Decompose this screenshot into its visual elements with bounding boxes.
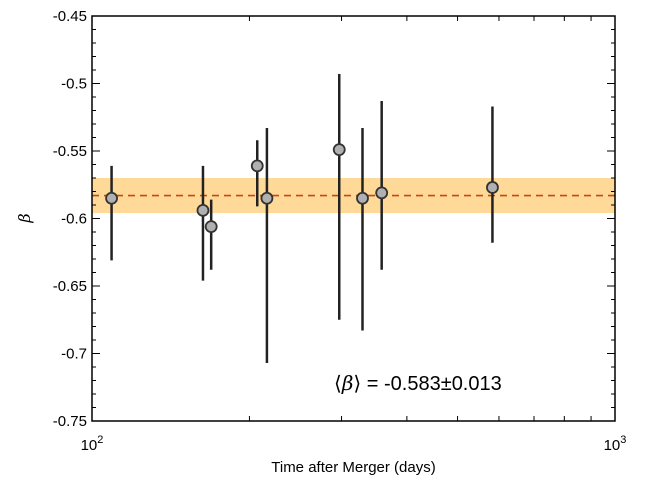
y-tick-label-7: -0.75 [53,413,87,430]
annotation-pm: ± [441,373,452,395]
x-tick-base-2: 10 [604,437,621,454]
plot-area-frame [91,15,616,422]
y-axis-label: β [15,213,34,223]
x-tick-exponent-1: 2 [97,434,103,446]
annotation-mean: = -0.583 [361,373,441,395]
mean-annotation: ⟨β⟩ = -0.583±0.013 [334,371,502,395]
data-point-4 [250,159,264,173]
annotation-right-bracket: ⟩ [353,373,361,395]
data-point-5 [260,191,274,205]
y-tick-label-3: -0.55 [53,143,87,160]
y-tick-label-2: -0.5 [61,76,87,93]
annotation-error: 0.013 [452,373,502,395]
ticks-layer [92,15,615,422]
x-tick-label-1: 102 [81,434,104,454]
data-point-2 [196,203,210,217]
errorbar-layer [110,74,494,363]
y-tick-label-6: -0.7 [61,346,87,363]
data-point-8 [375,186,389,200]
data-point-3 [204,220,218,234]
x-tick-label-2: 103 [604,434,627,454]
y-tick-label-1: -0.45 [53,8,87,25]
data-point-7 [356,191,369,205]
annotation-beta: β [341,371,354,395]
data-point-9 [486,181,499,194]
x-tick-labels: 102 103 [81,434,627,454]
annotation-left-bracket: ⟨ [334,373,342,395]
x-tick-base-1: 10 [81,437,98,454]
data-point-6 [332,143,346,157]
x-tick-exponent-2: 3 [620,434,626,446]
points-layer [105,143,499,234]
data-point-1 [105,191,118,205]
y-tick-label-5: -0.65 [53,278,87,295]
x-axis-label: Time after Merger (days) [271,459,435,476]
y-tick-label-4: -0.6 [61,211,87,228]
y-tick-labels: -0.45 -0.5 -0.55 -0.6 -0.65 -0.7 -0.75 [53,8,87,430]
